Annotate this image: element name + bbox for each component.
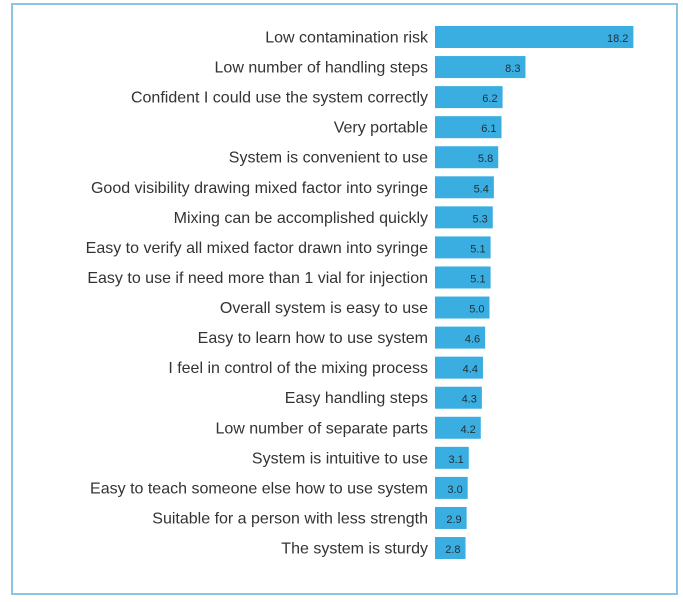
- bar: [435, 86, 503, 109]
- bars: [435, 26, 634, 560]
- bar: [435, 356, 483, 379]
- category-label: Low number of separate parts: [215, 420, 428, 437]
- category-label: Easy to teach someone else how to use sy…: [90, 480, 428, 497]
- value-labels: 18.2 8.3 6.2 6.1 5.8 5.4 5.3 5.1 5.1 5.0 4.6 4.4 4.3…: [445, 33, 628, 556]
- value-label: 6.2: [482, 93, 497, 105]
- category-label: Good visibility drawing mixed factor int…: [91, 180, 428, 197]
- category-label: Easy to verify all mixed factor drawn in…: [86, 240, 428, 257]
- bar: [435, 116, 502, 139]
- value-label: 5.3: [472, 213, 487, 225]
- value-label: 3.0: [447, 484, 462, 496]
- category-label: Mixing can be accomplished quickly: [174, 210, 428, 227]
- category-label: The system is sturdy: [281, 541, 428, 558]
- value-label: 5.4: [474, 183, 489, 195]
- category-label: System is convenient to use: [229, 150, 428, 167]
- value-label: 18.2: [607, 33, 628, 45]
- category-label: Low contamination risk: [265, 30, 429, 47]
- bar: [435, 176, 494, 199]
- value-label: 4.2: [460, 424, 475, 436]
- category-label: Very portable: [334, 120, 428, 137]
- bar: [435, 537, 466, 560]
- bar: [435, 386, 482, 409]
- bar: [435, 266, 491, 289]
- category-label: Low number of handling steps: [215, 60, 428, 77]
- bar: [435, 146, 499, 169]
- category-label: Overall system is easy to use: [220, 300, 428, 317]
- value-label: 4.4: [463, 364, 478, 376]
- value-label: 5.8: [478, 153, 493, 165]
- category-label: Suitable for a person with less strength: [152, 510, 428, 527]
- category-label: Easy to use if need more than 1 vial for…: [87, 270, 428, 287]
- bar: [435, 206, 493, 229]
- value-label: 5.1: [470, 243, 485, 255]
- bar: [435, 506, 467, 529]
- value-label: 4.3: [462, 394, 477, 406]
- category-label: Confident I could use the system correct…: [131, 90, 428, 107]
- category-label: System is intuitive to use: [252, 450, 428, 467]
- category-label: I feel in control of the mixing process: [168, 360, 428, 377]
- bar: [435, 26, 634, 48]
- value-label: 8.3: [505, 63, 520, 75]
- value-label: 4.6: [465, 334, 480, 346]
- value-label: 6.1: [481, 123, 496, 135]
- bar-chart: Low contamination risk Low number of hand…: [86, 26, 634, 560]
- category-labels: Low contamination risk Low number of hand…: [86, 30, 429, 558]
- bar: [435, 56, 526, 79]
- bar: [435, 326, 486, 349]
- chart-frame: Low contamination risk Low number of hand…: [11, 3, 678, 595]
- category-label: Easy to learn how to use system: [198, 330, 428, 347]
- category-label: Easy handling steps: [285, 390, 428, 407]
- bar: [435, 446, 469, 469]
- value-label: 3.1: [448, 454, 463, 466]
- value-label: 5.0: [469, 304, 484, 316]
- bar: [435, 236, 491, 259]
- bar: [435, 296, 490, 319]
- bar: [435, 476, 468, 499]
- bar: [435, 416, 481, 439]
- value-label: 2.8: [445, 544, 460, 556]
- value-label: 5.1: [470, 273, 485, 285]
- value-label: 2.9: [446, 514, 461, 526]
